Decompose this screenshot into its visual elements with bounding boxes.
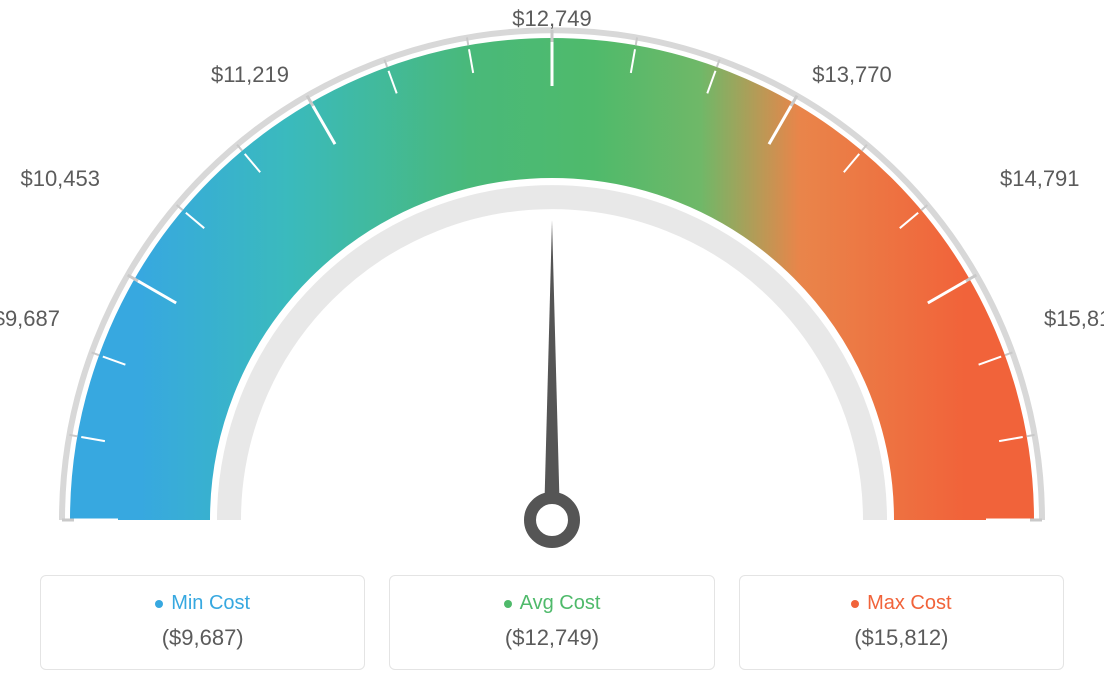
legend-avg-label: Avg Cost xyxy=(504,592,601,615)
svg-text:$15,812: $15,812 xyxy=(1044,306,1104,331)
dot-icon xyxy=(851,600,859,608)
svg-text:$12,749: $12,749 xyxy=(512,6,592,31)
svg-text:$10,453: $10,453 xyxy=(20,166,100,191)
gauge-svg: $9,687 $10,453 $11,219 $12,749 $13,770 $14,79… xyxy=(0,0,1104,560)
legend-max-value: ($15,812) xyxy=(760,625,1043,651)
legend-min-label: Min Cost xyxy=(155,592,250,615)
svg-text:$14,791: $14,791 xyxy=(1000,166,1080,191)
legend-avg-label-text: Avg Cost xyxy=(520,592,601,615)
gauge-chart: $9,687 $10,453 $11,219 $12,749 $13,770 $14,79… xyxy=(0,0,1104,560)
legend-row: Min Cost ($9,687) Avg Cost ($12,749) Max… xyxy=(40,575,1064,670)
legend-avg-box: Avg Cost ($12,749) xyxy=(389,575,714,670)
legend-min-label-text: Min Cost xyxy=(171,592,250,615)
legend-max-label-text: Max Cost xyxy=(867,592,951,615)
dot-icon xyxy=(504,600,512,608)
svg-text:$11,219: $11,219 xyxy=(211,62,289,87)
legend-min-value: ($9,687) xyxy=(61,625,344,651)
dot-icon xyxy=(155,600,163,608)
legend-max-box: Max Cost ($15,812) xyxy=(739,575,1064,670)
legend-max-label: Max Cost xyxy=(851,592,951,615)
legend-avg-value: ($12,749) xyxy=(410,625,693,651)
svg-text:$13,770: $13,770 xyxy=(812,62,892,87)
legend-min-box: Min Cost ($9,687) xyxy=(40,575,365,670)
svg-text:$9,687: $9,687 xyxy=(0,306,60,331)
